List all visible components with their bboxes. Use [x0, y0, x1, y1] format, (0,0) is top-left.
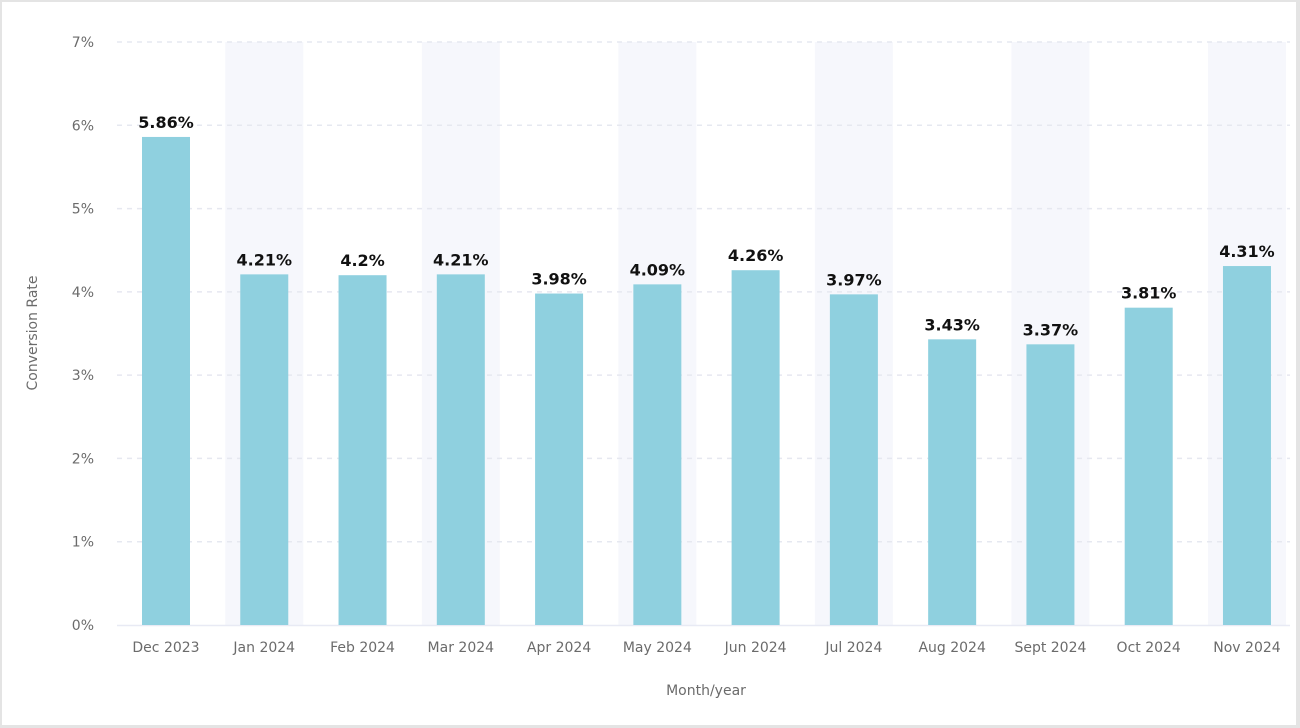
x-tick-label: Jan 2024 [232, 640, 295, 656]
x-tick-label: Jul 2024 [824, 640, 882, 656]
x-tick-label: Oct 2024 [1117, 640, 1181, 656]
y-tick-label: 3% [72, 368, 94, 384]
data-label: 4.2% [340, 251, 384, 270]
bar[interactable] [436, 274, 485, 625]
bar[interactable] [535, 293, 584, 625]
data-label: 3.37% [1023, 320, 1079, 339]
x-tick-label: Aug 2024 [918, 640, 986, 656]
data-label: 5.86% [138, 113, 194, 132]
x-tick-label: Dec 2023 [132, 640, 199, 656]
bar[interactable] [240, 274, 289, 625]
data-label: 3.81% [1121, 284, 1177, 303]
data-label: 3.98% [531, 270, 587, 289]
y-tick-label: 5% [72, 202, 94, 218]
bar[interactable] [1026, 344, 1075, 625]
bar[interactable] [829, 294, 878, 625]
y-tick-label: 6% [72, 118, 94, 134]
x-tick-label: Sept 2024 [1014, 640, 1086, 656]
bar[interactable] [142, 136, 190, 625]
data-label: 3.43% [924, 315, 980, 334]
y-axis-label: Conversion Rate [25, 275, 41, 390]
x-axis-label: Month/year [666, 683, 746, 699]
data-label: 4.21% [433, 250, 489, 269]
y-tick-label: 0% [72, 618, 94, 634]
x-tick-label: May 2024 [623, 640, 692, 656]
y-tick-label: 7% [72, 35, 94, 51]
y-tick-label: 2% [72, 451, 94, 467]
bar[interactable] [633, 284, 682, 625]
data-label: 4.26% [728, 246, 784, 265]
y-tick-label: 4% [72, 285, 94, 301]
bar[interactable] [1124, 307, 1173, 625]
data-label: 4.21% [237, 250, 293, 269]
bar[interactable] [1222, 266, 1271, 625]
bar[interactable] [928, 339, 977, 625]
data-label: 3.97% [826, 270, 882, 289]
bar[interactable] [731, 270, 780, 625]
x-tick-label: Nov 2024 [1213, 640, 1280, 656]
x-tick-label: Apr 2024 [527, 640, 591, 656]
x-tick-label: Jun 2024 [724, 640, 787, 656]
bar[interactable] [338, 275, 387, 625]
y-tick-label: 1% [72, 535, 94, 551]
x-tick-label: Mar 2024 [428, 640, 495, 656]
data-label: 4.09% [630, 260, 686, 279]
x-tick-label: Feb 2024 [330, 640, 395, 656]
data-label: 4.31% [1219, 242, 1275, 261]
